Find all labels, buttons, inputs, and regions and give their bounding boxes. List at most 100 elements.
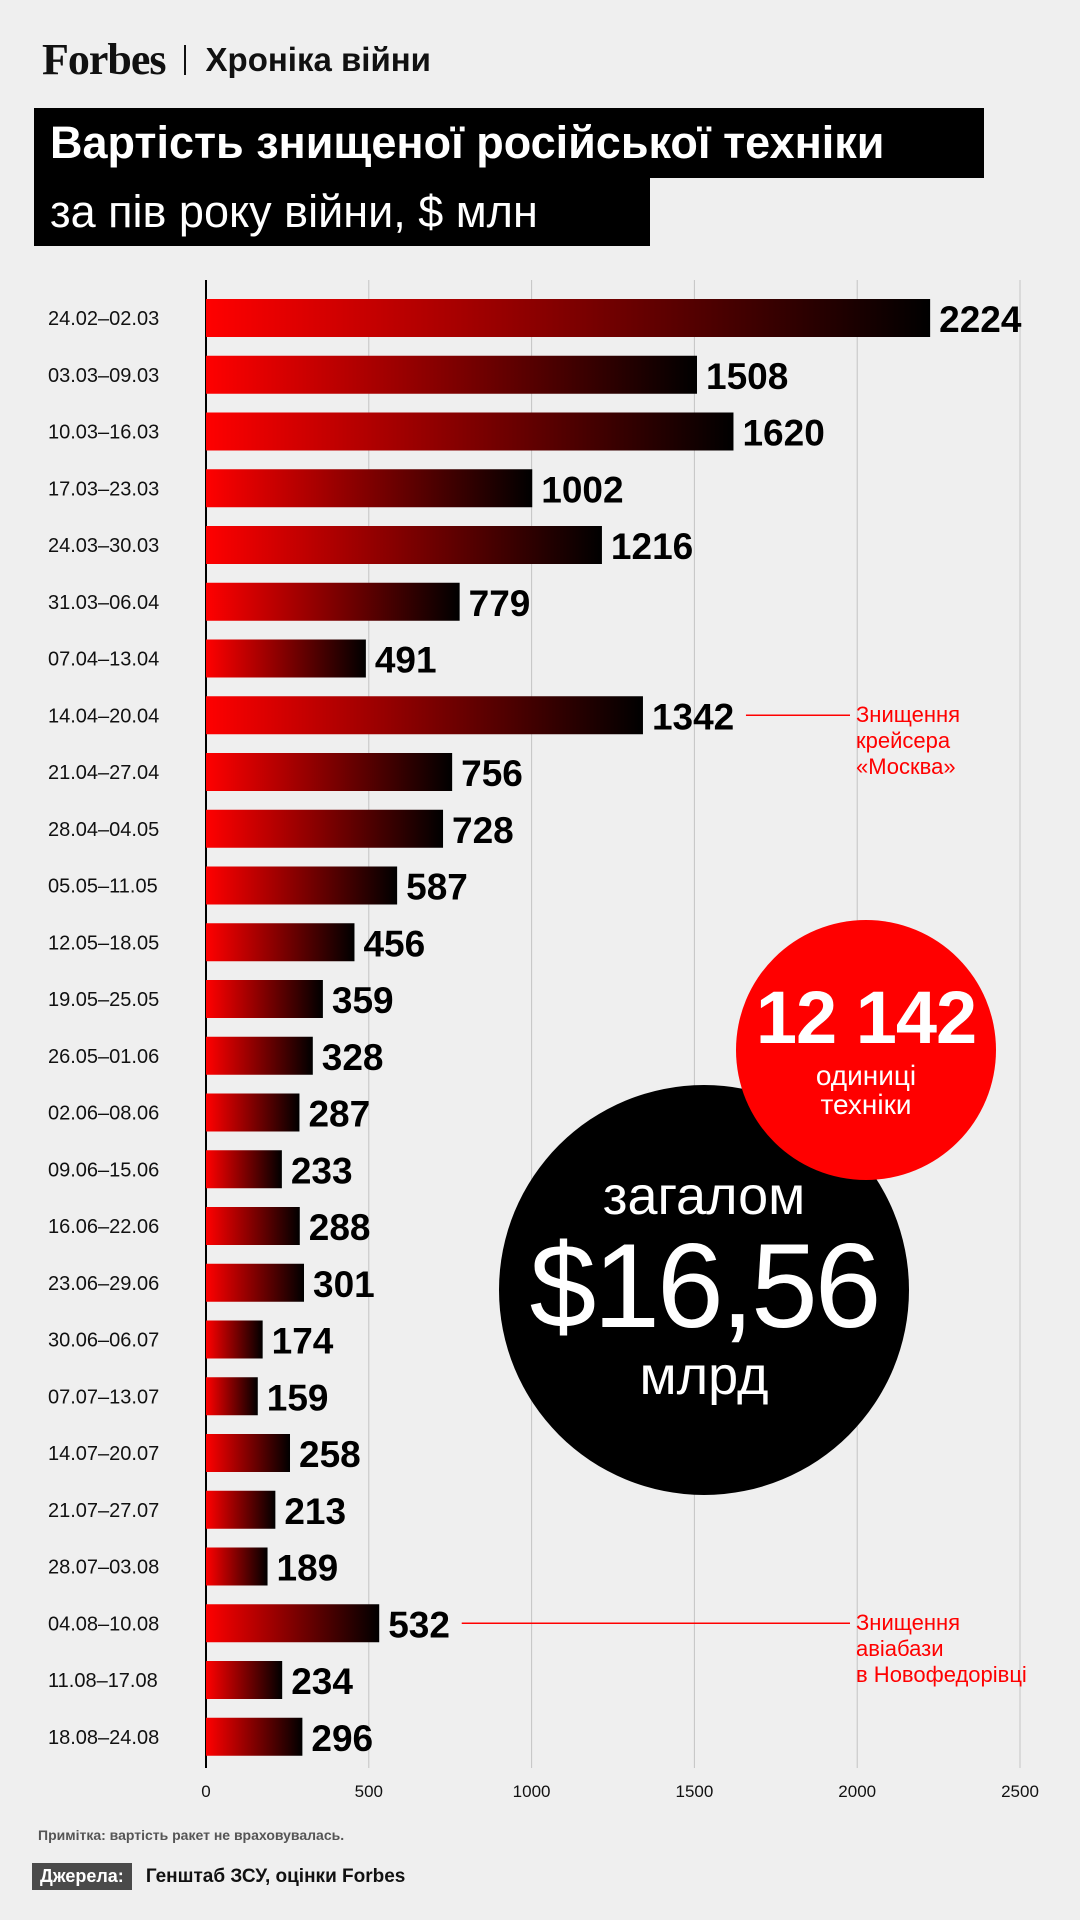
annotation-line: Знищення xyxy=(856,702,961,728)
bar xyxy=(206,696,643,735)
value-label: 328 xyxy=(322,1037,384,1078)
chart-title-line2: за пів року війни, $ млн xyxy=(34,178,650,246)
units-label-line2: техніки xyxy=(820,1089,912,1120)
category-label: 12.05–18.05 xyxy=(48,932,159,954)
value-label: 296 xyxy=(311,1718,373,1759)
sources-label: Джерела: xyxy=(32,1863,132,1890)
value-label: 1216 xyxy=(611,526,693,567)
x-tick-label: 2000 xyxy=(838,1782,876,1801)
value-label: 728 xyxy=(452,810,514,851)
sources-value: Генштаб ЗСУ, оцінки Forbes xyxy=(145,1865,406,1887)
category-label: 11.08–17.08 xyxy=(48,1670,158,1692)
value-label: 288 xyxy=(309,1207,371,1248)
category-label: 04.08–10.08 xyxy=(48,1613,159,1635)
value-label: 456 xyxy=(363,923,425,964)
value-label: 233 xyxy=(291,1150,353,1191)
category-label: 24.02–02.03 xyxy=(48,308,159,330)
value-label: 189 xyxy=(277,1548,339,1589)
x-tick-label: 1000 xyxy=(513,1782,551,1801)
category-label: 14.04–20.04 xyxy=(48,705,159,727)
value-label: 159 xyxy=(267,1377,329,1418)
value-label: 234 xyxy=(291,1661,353,1702)
section-title: Хроніка війни xyxy=(205,40,431,78)
annotation-line: крейсера xyxy=(856,728,951,754)
bar xyxy=(206,1604,380,1643)
bar xyxy=(206,1207,300,1245)
value-label: 491 xyxy=(375,640,437,681)
category-label: 24.03–30.03 xyxy=(48,535,159,557)
value-label: 1620 xyxy=(742,413,824,454)
header-divider xyxy=(183,44,186,75)
bar xyxy=(206,582,460,621)
category-label: 03.03–09.03 xyxy=(48,365,159,387)
bar xyxy=(206,1547,268,1586)
annotation-text: Знищення авіабази в Новофедорівці xyxy=(856,1610,1027,1688)
total-unit: млрд xyxy=(639,1346,769,1406)
units-value: 12 142 xyxy=(755,975,977,1059)
bar xyxy=(206,412,734,451)
units-count-circle: 12 142 одиниці техніки xyxy=(736,920,996,1180)
category-label: 21.04–27.04 xyxy=(48,762,159,784)
value-label: 779 xyxy=(469,583,531,624)
bar xyxy=(206,1717,303,1756)
annotation-line: авіабази xyxy=(856,1636,944,1662)
category-label: 17.03–23.03 xyxy=(48,478,159,500)
category-label: 28.04–04.05 xyxy=(48,819,159,841)
category-label: 28.07–03.08 xyxy=(48,1557,159,1579)
category-label: 19.05–25.05 xyxy=(48,989,159,1011)
bar xyxy=(206,753,453,791)
bar xyxy=(206,299,931,337)
bar xyxy=(206,1150,282,1189)
category-label: 07.07–13.07 xyxy=(48,1386,159,1408)
value-label: 1342 xyxy=(652,696,734,737)
annotation-line: Знищення xyxy=(856,1610,961,1636)
sources: Джерела: Генштаб ЗСУ, оцінки Forbes xyxy=(32,1863,405,1890)
bar xyxy=(206,639,366,678)
bar xyxy=(206,1320,263,1359)
total-value: $16,56 xyxy=(529,1219,881,1353)
category-label: 23.06–29.06 xyxy=(48,1273,159,1295)
category-label: 10.03–16.03 xyxy=(48,422,159,444)
value-label: 2224 xyxy=(939,299,1022,340)
value-label: 1508 xyxy=(706,356,788,397)
category-label: 14.07–20.07 xyxy=(48,1443,159,1465)
value-label: 587 xyxy=(406,867,468,908)
value-label: 174 xyxy=(272,1321,334,1362)
value-label: 301 xyxy=(313,1264,375,1305)
category-label: 21.07–27.07 xyxy=(48,1500,159,1522)
bar xyxy=(206,980,323,1018)
category-label: 31.03–06.04 xyxy=(48,592,159,614)
forbes-logo: Forbes xyxy=(42,35,167,84)
x-tick-label: 500 xyxy=(355,1782,383,1801)
bar xyxy=(206,809,444,848)
bar xyxy=(206,1490,276,1529)
bar xyxy=(206,1093,300,1132)
category-label: 02.06–08.06 xyxy=(48,1103,159,1125)
annotation-text: Знищення крейсера «Москва» xyxy=(856,702,960,780)
bar xyxy=(206,923,355,962)
category-label: 18.08–24.08 xyxy=(48,1727,159,1749)
bar xyxy=(206,1434,291,1472)
bar xyxy=(206,1036,313,1075)
value-label: 258 xyxy=(299,1434,361,1475)
value-label: 213 xyxy=(284,1491,346,1532)
bar-chart: 0 500 1000 1500 2000 2500 24.02–02.03 2224 03.0… xyxy=(48,280,1039,1801)
bar xyxy=(206,355,698,394)
value-label: 756 xyxy=(461,753,523,794)
bar xyxy=(206,526,602,564)
bar xyxy=(206,469,533,508)
value-label: 287 xyxy=(308,1094,370,1135)
category-label: 26.05–01.06 xyxy=(48,1046,159,1068)
category-label: 05.05–11.05 xyxy=(48,876,158,898)
x-tick-label: 2500 xyxy=(1001,1782,1039,1801)
chart-title-line1: Вартість знищеної російської техніки xyxy=(34,108,984,178)
annotation-line: в Новофедорівці xyxy=(856,1662,1027,1688)
bar xyxy=(206,1377,258,1416)
value-label: 359 xyxy=(332,980,394,1021)
bar xyxy=(206,866,398,905)
value-label: 1002 xyxy=(541,469,623,510)
category-label: 30.06–06.07 xyxy=(48,1330,159,1352)
value-label: 532 xyxy=(388,1604,450,1645)
bar xyxy=(206,1263,305,1302)
category-label: 09.06–15.06 xyxy=(48,1159,159,1181)
